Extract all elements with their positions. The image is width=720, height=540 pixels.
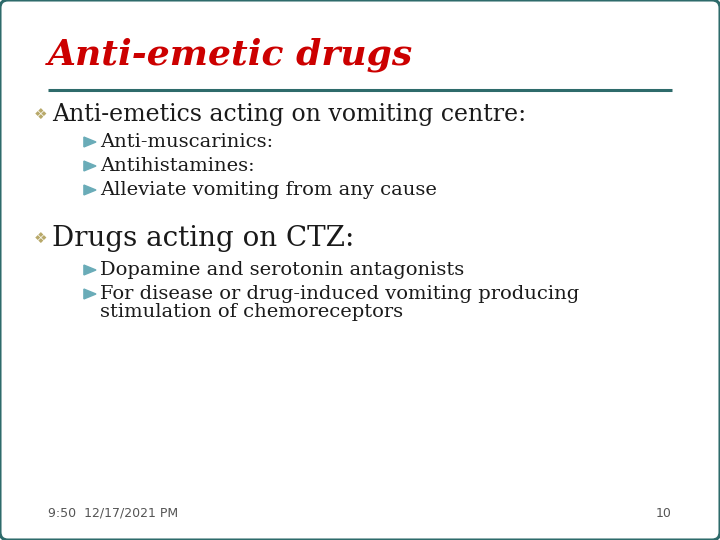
Text: For disease or drug-induced vomiting producing: For disease or drug-induced vomiting pro… (100, 285, 580, 303)
Text: Dopamine and serotonin antagonists: Dopamine and serotonin antagonists (100, 261, 464, 279)
Polygon shape (84, 289, 96, 299)
Text: Alleviate vomiting from any cause: Alleviate vomiting from any cause (100, 181, 437, 199)
Polygon shape (84, 137, 96, 147)
Text: Anti-emetics acting on vomiting centre:: Anti-emetics acting on vomiting centre: (52, 103, 526, 125)
Polygon shape (84, 185, 96, 195)
Text: 10: 10 (656, 507, 672, 520)
Text: 9:50  12/17/2021 PM: 9:50 12/17/2021 PM (48, 507, 178, 520)
Polygon shape (84, 265, 96, 275)
Text: Antihistamines:: Antihistamines: (100, 157, 255, 175)
Text: Anti-muscarinics:: Anti-muscarinics: (100, 133, 273, 151)
Text: Anti-emetic drugs: Anti-emetic drugs (48, 37, 413, 72)
Text: stimulation of chemoreceptors: stimulation of chemoreceptors (100, 303, 403, 321)
Text: Drugs acting on CTZ:: Drugs acting on CTZ: (52, 225, 354, 252)
Polygon shape (84, 161, 96, 171)
Text: ❖: ❖ (34, 231, 48, 246)
Text: ❖: ❖ (34, 106, 48, 122)
